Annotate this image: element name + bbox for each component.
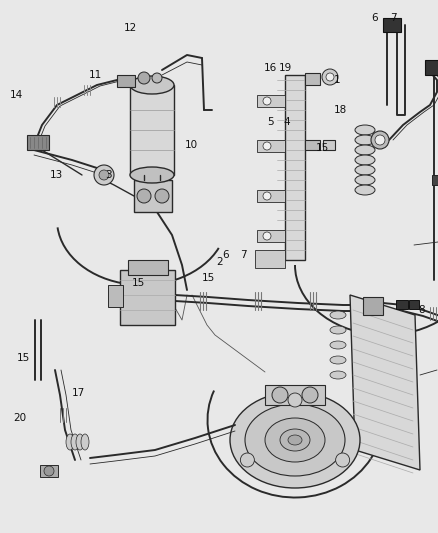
Bar — [255, 250, 285, 268]
Ellipse shape — [66, 434, 74, 450]
Bar — [257, 230, 285, 242]
Circle shape — [375, 135, 385, 145]
Ellipse shape — [81, 434, 89, 450]
Bar — [257, 95, 285, 107]
Ellipse shape — [76, 434, 84, 450]
Text: 18: 18 — [333, 105, 346, 115]
Text: 6: 6 — [223, 250, 230, 260]
Polygon shape — [350, 295, 420, 470]
Ellipse shape — [355, 155, 375, 165]
Ellipse shape — [355, 125, 375, 135]
Circle shape — [44, 466, 54, 476]
Circle shape — [138, 72, 150, 84]
Circle shape — [137, 189, 151, 203]
Text: 15: 15 — [16, 353, 30, 363]
Ellipse shape — [130, 167, 174, 183]
Ellipse shape — [280, 429, 310, 451]
Bar — [409, 300, 419, 309]
Ellipse shape — [330, 356, 346, 364]
Text: 19: 19 — [279, 63, 292, 73]
Ellipse shape — [330, 341, 346, 349]
Ellipse shape — [265, 418, 325, 462]
Ellipse shape — [330, 371, 346, 379]
Bar — [305, 140, 320, 150]
Circle shape — [152, 73, 162, 83]
Bar — [305, 73, 320, 85]
Ellipse shape — [355, 165, 375, 175]
Bar — [128, 260, 168, 275]
Text: 4: 4 — [284, 117, 290, 127]
Text: 3: 3 — [105, 170, 111, 180]
Circle shape — [155, 189, 169, 203]
Text: 15: 15 — [315, 143, 328, 153]
Circle shape — [263, 192, 271, 200]
Ellipse shape — [288, 435, 302, 445]
Ellipse shape — [230, 392, 360, 488]
Text: 15: 15 — [201, 273, 215, 283]
Text: 16: 16 — [263, 63, 277, 73]
Text: 11: 11 — [88, 70, 102, 80]
Text: 15: 15 — [131, 278, 145, 288]
Ellipse shape — [355, 175, 375, 185]
Circle shape — [94, 165, 114, 185]
Bar — [396, 300, 408, 309]
Ellipse shape — [330, 311, 346, 319]
Bar — [425, 60, 438, 75]
Circle shape — [371, 131, 389, 149]
Text: 7: 7 — [390, 13, 396, 23]
Ellipse shape — [355, 185, 375, 195]
Bar — [108, 285, 123, 307]
Bar — [257, 190, 285, 202]
Circle shape — [240, 453, 254, 467]
Circle shape — [263, 97, 271, 105]
Text: 10: 10 — [185, 140, 198, 150]
Ellipse shape — [355, 145, 375, 155]
Text: 7: 7 — [240, 250, 246, 260]
Text: 5: 5 — [267, 117, 273, 127]
Circle shape — [322, 69, 338, 85]
Text: 8: 8 — [419, 305, 425, 315]
Bar — [257, 140, 285, 152]
Circle shape — [272, 387, 288, 403]
Bar — [27, 135, 49, 150]
Bar — [134, 180, 172, 212]
Circle shape — [263, 232, 271, 240]
Text: 2: 2 — [217, 257, 223, 267]
Circle shape — [99, 170, 109, 180]
Bar — [323, 140, 335, 150]
Circle shape — [302, 387, 318, 403]
Text: 6: 6 — [372, 13, 378, 23]
Text: 14: 14 — [9, 90, 23, 100]
Circle shape — [263, 142, 271, 150]
Ellipse shape — [71, 434, 79, 450]
Bar — [363, 297, 383, 315]
Ellipse shape — [355, 135, 375, 145]
Bar — [285, 75, 305, 260]
Circle shape — [326, 73, 334, 81]
Bar — [265, 385, 325, 405]
Bar — [117, 75, 135, 87]
Text: 13: 13 — [49, 170, 63, 180]
Ellipse shape — [330, 326, 346, 334]
Text: 20: 20 — [14, 413, 27, 423]
Text: 12: 12 — [124, 23, 137, 33]
Ellipse shape — [245, 404, 345, 476]
Text: 1: 1 — [334, 75, 340, 85]
Bar — [383, 18, 401, 32]
Circle shape — [336, 453, 350, 467]
Bar — [130, 85, 174, 175]
Bar — [432, 175, 438, 185]
Text: 17: 17 — [71, 388, 85, 398]
Bar — [40, 465, 58, 477]
Ellipse shape — [130, 76, 174, 94]
Bar — [120, 270, 175, 325]
Circle shape — [288, 393, 302, 407]
